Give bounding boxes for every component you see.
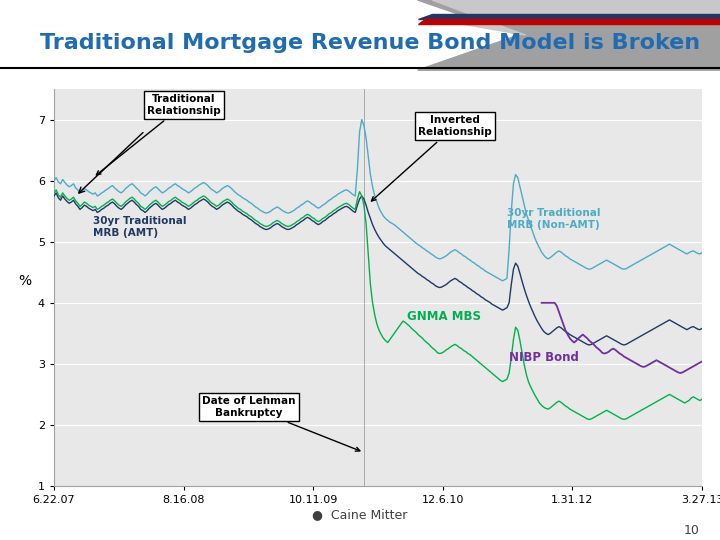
- Text: NIBP Bond: NIBP Bond: [509, 351, 579, 364]
- Text: Date of Lehman
Bankruptcy: Date of Lehman Bankruptcy: [202, 396, 360, 451]
- Text: 10: 10: [683, 524, 699, 537]
- Text: 30yr Traditional
MRB (Non-AMT): 30yr Traditional MRB (Non-AMT): [507, 208, 600, 230]
- Text: ●  Caine Mitter: ● Caine Mitter: [312, 508, 408, 521]
- Polygon shape: [418, 19, 720, 24]
- Polygon shape: [418, 14, 720, 19]
- Text: Traditional Mortgage Revenue Bond Model is Broken: Traditional Mortgage Revenue Bond Model …: [40, 33, 700, 53]
- Text: Inverted
Relationship: Inverted Relationship: [372, 116, 492, 201]
- Text: GNMA MBS: GNMA MBS: [408, 310, 481, 323]
- Text: Traditional
Relationship: Traditional Relationship: [96, 94, 221, 175]
- Polygon shape: [418, 0, 720, 70]
- Y-axis label: %: %: [18, 274, 32, 287]
- Text: 30yr Traditional
MRB (AMT): 30yr Traditional MRB (AMT): [93, 216, 186, 238]
- Polygon shape: [432, 0, 720, 35]
